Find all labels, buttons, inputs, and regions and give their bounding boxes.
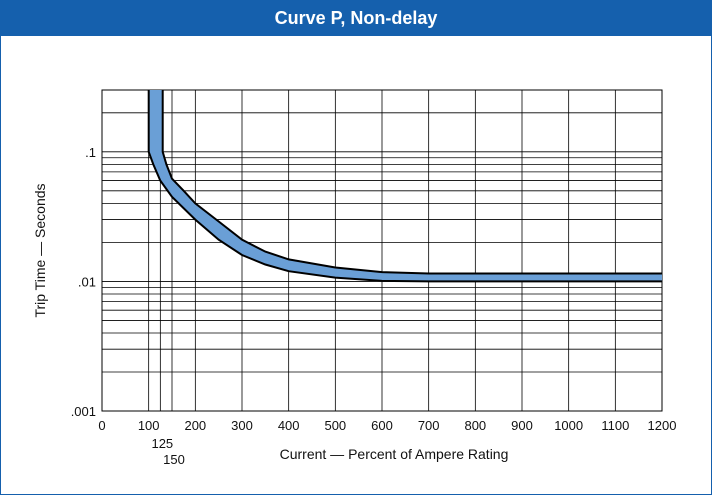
y-tick-label: .1 (85, 145, 96, 160)
tick-labels: 0 100 200 300 400 500 600 700 800 900 1000 1100 1200… (71, 145, 677, 467)
trip-band-fill (148, 90, 662, 282)
x-tick-label: 400 (278, 418, 300, 433)
x-tick-label: 1200 (648, 418, 677, 433)
x-axis-label: Current — Percent of Ampere Rating (280, 446, 509, 462)
x-tick-label: 500 (324, 418, 346, 433)
x-tick-label: 1100 (601, 418, 629, 433)
x-tick-label: 900 (511, 418, 533, 433)
x-tick-label: 800 (464, 418, 486, 433)
max-trip-curve (161, 90, 662, 275)
x-tick-label-offset: 150 (163, 452, 185, 467)
x-tick-label: 0 (98, 418, 105, 433)
chart-title: Curve P, Non-delay (1, 1, 711, 36)
y-axis-label: Trip Time — Seconds (32, 183, 48, 317)
x-tick-label: 200 (184, 418, 206, 433)
x-tick-label: 600 (371, 418, 393, 433)
trip-band (147, 90, 662, 283)
x-tick-label-offset: 125 (151, 436, 173, 451)
grid-lines (101, 89, 663, 412)
min-trip-curve (147, 90, 662, 283)
y-tick-label: .001 (71, 404, 96, 419)
x-tick-label: 300 (231, 418, 253, 433)
x-tick-label: 700 (418, 418, 440, 433)
x-tick-label: 100 (138, 418, 160, 433)
y-tick-label: .01 (78, 274, 96, 289)
x-tick-label: 1000 (554, 418, 583, 433)
